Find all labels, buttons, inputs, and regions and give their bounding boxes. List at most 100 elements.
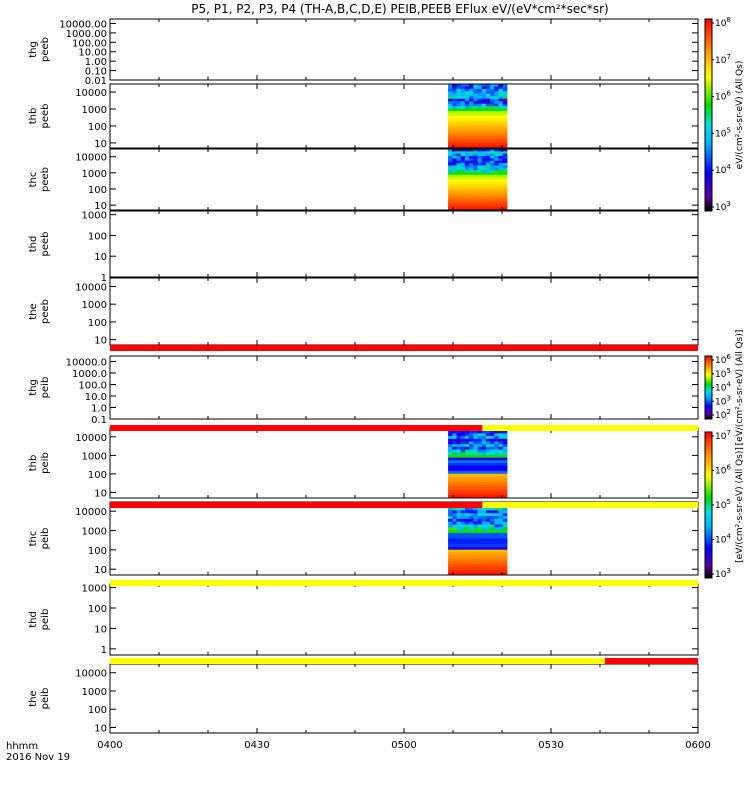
- spectrogram-cell: [448, 507, 453, 511]
- spectrogram-cell: [485, 457, 491, 461]
- spectrogram-cell: [498, 86, 504, 90]
- spectrogram-cell: [464, 188, 470, 192]
- spectrogram-cell: [469, 151, 474, 155]
- spectrogram-cell: [473, 149, 478, 152]
- spectrogram-cell: [473, 165, 478, 169]
- spectrogram-cell: [464, 566, 470, 570]
- spectrogram-cell: [473, 188, 478, 192]
- ylabel-probe: thb: [28, 455, 39, 472]
- spectrogram-cell: [494, 552, 499, 556]
- spectrogram-cell: [494, 172, 499, 176]
- x-tick-label: 0500: [391, 740, 416, 751]
- y-tick-label: 100: [88, 318, 107, 329]
- spectrogram-cell: [481, 549, 487, 554]
- spectrogram-cell: [494, 149, 499, 152]
- spectrogram-cell: [498, 535, 504, 539]
- spectrogram-cell: [456, 98, 462, 102]
- spectrogram-cell: [456, 93, 462, 97]
- spectrogram-cell: [469, 84, 474, 87]
- spectrogram-cell: [452, 106, 457, 110]
- spectrogram-cell: [456, 205, 462, 209]
- spectrogram-cell: [490, 177, 495, 180]
- spectrogram-cell: [456, 566, 462, 570]
- spectrogram-cell: [494, 558, 499, 562]
- spectrogram-cell: [452, 120, 457, 124]
- spectrogram-cell: [469, 113, 474, 117]
- spectrogram-cell: [448, 174, 453, 178]
- spectrogram-cell: [498, 101, 504, 105]
- spectrogram-cell: [460, 460, 466, 464]
- y-tick-label: 10000: [75, 669, 107, 680]
- spectrogram-cell: [494, 116, 499, 119]
- spectrogram-cell: [460, 156, 466, 159]
- spectrogram-cell: [452, 510, 457, 514]
- y-tick-label: 10.00: [78, 48, 107, 59]
- spectrogram-cell: [490, 438, 495, 442]
- spectrogram-cell: [452, 145, 457, 149]
- spectrogram-cell: [452, 153, 457, 157]
- spectrogram-cell: [456, 436, 462, 440]
- spectrogram-cell: [473, 103, 478, 107]
- spectrogram-cell: [452, 555, 457, 559]
- spectrogram-cell: [464, 535, 470, 539]
- spectrogram-cell: [494, 103, 499, 107]
- spectrogram-cell: [490, 481, 495, 486]
- spectrogram-cell: [456, 460, 462, 464]
- spectrogram-cell: [452, 93, 457, 97]
- spectrogram-cell: [477, 549, 483, 554]
- spectrogram-cell: [456, 535, 462, 539]
- spectrogram-cell: [485, 84, 491, 87]
- spectrogram-cell: [460, 198, 466, 202]
- spectrogram-cell: [494, 481, 499, 486]
- spectrogram-cell: [477, 177, 483, 180]
- spectrogram-cell: [464, 172, 470, 176]
- spectrogram-cell: [460, 563, 466, 568]
- spectrogram-cell: [498, 103, 504, 107]
- spectrogram-cell: [473, 532, 478, 537]
- spectrogram-cell: [456, 200, 462, 204]
- spectrogram-cell: [494, 438, 499, 442]
- spectrogram-cell: [502, 84, 508, 87]
- spectrogram-cell: [490, 174, 495, 178]
- spectrogram-cell: [485, 513, 491, 517]
- spectrogram-cell: [490, 165, 495, 169]
- spectrogram-cell: [485, 524, 491, 528]
- spectrogram-cell: [494, 113, 499, 117]
- spectrogram-cell: [477, 191, 483, 195]
- spectrogram-cell: [469, 471, 474, 475]
- spectrogram-cell: [469, 521, 474, 525]
- spectrogram-cell: [448, 202, 453, 206]
- spectrogram-cell: [502, 103, 508, 107]
- spectrogram-cell: [452, 558, 457, 562]
- spectrogram-cell: [473, 98, 478, 102]
- spectrogram-cell: [456, 172, 462, 176]
- status-bar-2: [110, 425, 698, 431]
- spectrogram-cell: [485, 191, 491, 195]
- spectrogram-cell: [469, 128, 474, 132]
- spectrogram-cell: [490, 518, 495, 523]
- spectrogram-cell: [448, 101, 453, 105]
- panel-ylabel-1: thg peeb: [28, 37, 51, 62]
- spectrogram-cell: [485, 103, 491, 107]
- spectrogram-cell: [477, 123, 483, 127]
- spectrogram-cell: [485, 86, 491, 90]
- spectrogram-cell: [473, 151, 478, 155]
- spectrogram-cell: [448, 118, 453, 122]
- spectrogram-cell: [460, 133, 466, 137]
- y-tick-label: 1000: [82, 300, 107, 311]
- spectrogram-cell: [469, 441, 474, 445]
- spectrogram-cell: [464, 151, 470, 155]
- spectrogram-cell: [477, 433, 483, 437]
- spectrogram-cell: [452, 560, 457, 565]
- status-bar-segment: [110, 502, 483, 508]
- spectrogram-cell: [494, 111, 499, 115]
- spectrogram-cell: [490, 532, 495, 537]
- spectrogram-cell: [481, 172, 487, 176]
- panel-frame: [109, 148, 699, 211]
- spectrogram-cell: [490, 492, 495, 496]
- spectrogram-cell: [485, 569, 491, 573]
- spectrogram-cell: [498, 153, 504, 157]
- spectrogram-cell: [448, 530, 453, 534]
- spectrogram-cell: [498, 527, 504, 531]
- spectrogram-cell: [448, 179, 453, 183]
